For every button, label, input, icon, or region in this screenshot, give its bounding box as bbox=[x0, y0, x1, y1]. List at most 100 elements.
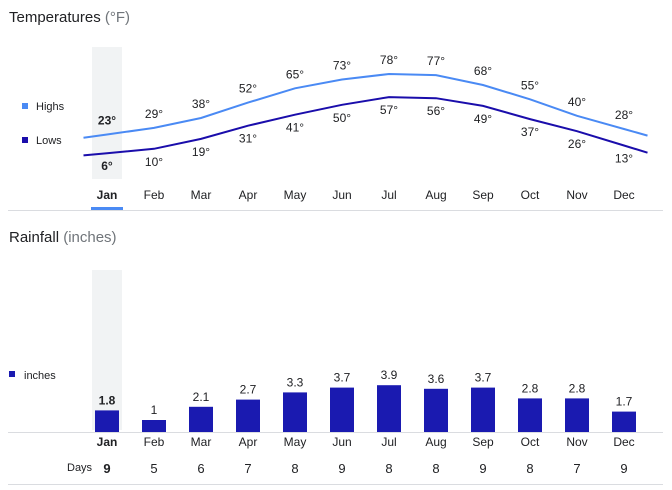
rainfall-value-aug: 3.6 bbox=[428, 372, 445, 386]
rain-days-nov: 7 bbox=[573, 461, 580, 476]
temperatures-title: Temperatures (°F) bbox=[9, 9, 130, 26]
rainfall-month-tab-may[interactable]: May bbox=[284, 435, 307, 449]
temperature-month-tab-mar[interactable]: Mar bbox=[191, 188, 212, 202]
rainfall-legend-swatch bbox=[9, 371, 15, 377]
rainfall-value-nov: 2.8 bbox=[569, 381, 586, 395]
rainfall-baseline bbox=[8, 432, 663, 433]
lows-line bbox=[83, 96, 648, 157]
highs-label-jan: 23° bbox=[98, 114, 116, 128]
lows-label-dec: 13° bbox=[615, 152, 633, 166]
rainfall-value-dec: 1.7 bbox=[616, 395, 633, 409]
rainfall-month-tab-aug[interactable]: Aug bbox=[425, 435, 446, 449]
rainfall-month-tab-mar[interactable]: Mar bbox=[191, 435, 212, 449]
rainfall-bar-feb[interactable] bbox=[142, 420, 166, 432]
temperatures-divider bbox=[8, 210, 663, 211]
rain-days-dec: 9 bbox=[620, 461, 627, 476]
rainfall-month-tab-jun[interactable]: Jun bbox=[332, 435, 351, 449]
highs-legend-label: Highs bbox=[36, 101, 65, 113]
rainfall-value-oct: 2.8 bbox=[522, 381, 539, 395]
rainfall-bar-mar[interactable] bbox=[189, 406, 213, 432]
highs-label-dec: 28° bbox=[615, 108, 633, 122]
highs-label-feb: 29° bbox=[145, 107, 163, 121]
lows-label-jul: 57° bbox=[380, 103, 398, 117]
rainfall-bar-aug[interactable] bbox=[424, 388, 448, 432]
temperature-month-tab-apr[interactable]: Apr bbox=[239, 188, 258, 202]
rainfall-bar-oct[interactable] bbox=[518, 398, 542, 432]
rainfall-month-tab-feb[interactable]: Feb bbox=[144, 435, 165, 449]
rainfall-value-apr: 2.7 bbox=[240, 383, 257, 397]
rainfall-divider bbox=[8, 484, 663, 485]
selected-month-highlight-rainfall bbox=[92, 270, 122, 430]
rain-days-feb: 5 bbox=[150, 461, 157, 476]
rain-days-jan: 9 bbox=[103, 461, 110, 476]
lows-legend-swatch bbox=[22, 137, 28, 143]
lows-label-feb: 10° bbox=[145, 155, 163, 169]
days-row-label: Days bbox=[67, 462, 93, 474]
rainfall-month-tab-dec[interactable]: Dec bbox=[613, 435, 634, 449]
rainfall-month-tab-oct[interactable]: Oct bbox=[521, 435, 540, 449]
rain-days-jun: 9 bbox=[338, 461, 345, 476]
rain-days-mar: 6 bbox=[197, 461, 204, 476]
rainfall-bar-jul[interactable] bbox=[377, 385, 401, 432]
rainfall-title-text: Rainfall bbox=[9, 229, 60, 246]
highs-label-apr: 52° bbox=[239, 82, 257, 96]
temperature-month-tab-oct[interactable]: Oct bbox=[521, 188, 540, 202]
highs-label-aug: 77° bbox=[427, 54, 445, 68]
highs-label-nov: 40° bbox=[568, 95, 586, 109]
rainfall-value-mar: 2.1 bbox=[193, 390, 210, 404]
lows-label-nov: 26° bbox=[568, 137, 586, 151]
highs-label-mar: 38° bbox=[192, 97, 210, 111]
lows-label-apr: 31° bbox=[239, 132, 257, 146]
temperatures-unit: (°F) bbox=[104, 9, 131, 26]
rainfall-month-tab-sep[interactable]: Sep bbox=[472, 435, 494, 449]
rainfall-unit: (inches) bbox=[63, 229, 117, 246]
rainfall-value-sep: 3.7 bbox=[475, 371, 492, 385]
temperature-month-tab-dec[interactable]: Dec bbox=[613, 188, 634, 202]
temperature-month-tab-aug[interactable]: Aug bbox=[425, 188, 446, 202]
highs-label-may: 65° bbox=[286, 67, 304, 81]
selected-month-highlight-temperatures bbox=[92, 47, 122, 179]
rainfall-bar-nov[interactable] bbox=[565, 398, 589, 432]
rainfall-bar-jun[interactable] bbox=[330, 387, 354, 432]
rain-days-oct: 8 bbox=[526, 461, 533, 476]
rainfall-bar-apr[interactable] bbox=[236, 399, 260, 432]
rainfall-bar-sep[interactable] bbox=[471, 387, 495, 432]
lows-label-jan: 6° bbox=[101, 159, 113, 173]
highs-label-sep: 68° bbox=[474, 64, 492, 78]
temperature-month-tab-jun[interactable]: Jun bbox=[332, 188, 351, 202]
lows-label-may: 41° bbox=[286, 121, 304, 135]
rainfall-value-may: 3.3 bbox=[287, 375, 304, 389]
highs-label-jul: 78° bbox=[380, 53, 398, 67]
lows-label-mar: 19° bbox=[192, 145, 210, 159]
rain-days-apr: 7 bbox=[244, 461, 251, 476]
highs-label-oct: 55° bbox=[521, 78, 539, 92]
temperature-month-tab-nov[interactable]: Nov bbox=[566, 188, 587, 202]
rain-days-may: 8 bbox=[291, 461, 298, 476]
rainfall-bar-may[interactable] bbox=[283, 392, 307, 432]
rain-days-aug: 8 bbox=[432, 461, 439, 476]
highs-label-jun: 73° bbox=[333, 59, 351, 73]
rain-days-sep: 9 bbox=[479, 461, 486, 476]
rainfall-value-jan: 1.8 bbox=[99, 393, 116, 407]
rainfall-month-tab-jul[interactable]: Jul bbox=[381, 435, 396, 449]
lows-legend-label: Lows bbox=[36, 135, 62, 147]
rainfall-month-tab-nov[interactable]: Nov bbox=[566, 435, 587, 449]
rainfall-legend-label: inches bbox=[24, 370, 56, 382]
rainfall-month-tab-apr[interactable]: Apr bbox=[239, 435, 258, 449]
rainfall-value-feb: 1 bbox=[151, 403, 158, 417]
temperature-month-tab-may[interactable]: May bbox=[284, 188, 307, 202]
temperature-month-tab-jan[interactable]: Jan bbox=[97, 188, 118, 202]
temperature-month-tab-sep[interactable]: Sep bbox=[472, 188, 494, 202]
rainfall-bar-dec[interactable] bbox=[612, 411, 636, 432]
rainfall-month-tab-jan[interactable]: Jan bbox=[97, 435, 118, 449]
lows-label-jun: 50° bbox=[333, 111, 351, 125]
lows-label-aug: 56° bbox=[427, 104, 445, 118]
selected-month-indicator bbox=[91, 207, 123, 210]
temperature-month-tab-jul[interactable]: Jul bbox=[381, 188, 396, 202]
lows-label-sep: 49° bbox=[474, 112, 492, 126]
temperature-month-tab-feb[interactable]: Feb bbox=[144, 188, 165, 202]
rainfall-bar-jan[interactable] bbox=[95, 410, 119, 432]
rainfall-title: Rainfall (inches) bbox=[9, 229, 117, 246]
highs-legend-swatch bbox=[22, 103, 28, 109]
